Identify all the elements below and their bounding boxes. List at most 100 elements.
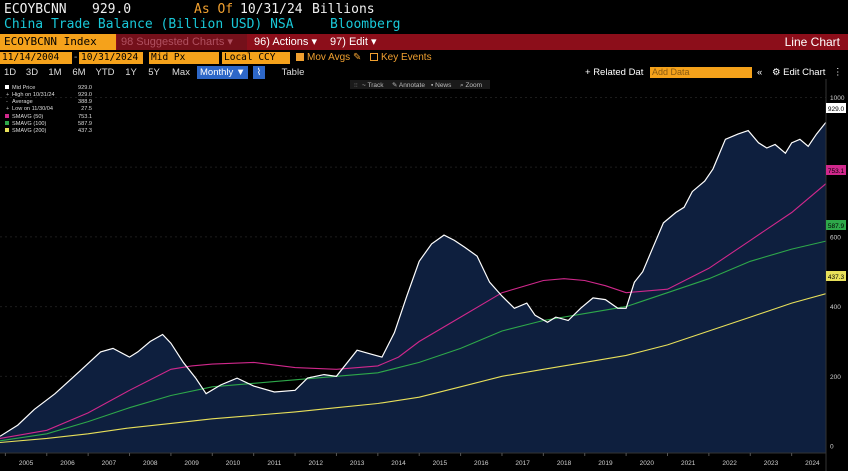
legend-smavg50-label: SMAVG (50) [12, 114, 43, 120]
zoom-icon: ⌕ [460, 82, 465, 89]
range-5y[interactable]: 5Y [148, 67, 160, 78]
x-tick-label: 2022 [722, 460, 737, 467]
x-tick-label: 2020 [640, 460, 655, 467]
plus-icon: + [585, 67, 594, 78]
x-tick-label: 2013 [350, 460, 365, 467]
x-tick-label: 2018 [557, 460, 572, 467]
edit-chart-button[interactable]: ⚙ Edit Chart [772, 66, 825, 79]
mid-price-swatch [5, 85, 9, 89]
price-chart[interactable]: ⁝⁝ ~ Track ✎ Annotate ▪ News ⌕ Zoom 0 200… [0, 79, 848, 471]
legend-low-value: 27.5 [81, 106, 92, 112]
track-tool[interactable]: ~ Track [362, 82, 384, 89]
smavg-200-swatch [5, 128, 9, 132]
end-date-input[interactable]: 10/31/2024 [79, 52, 143, 64]
table-button[interactable]: Table [281, 67, 305, 78]
chart-type-label: Line Chart [784, 35, 840, 49]
mov-avgs-label: Mov Avgs [307, 52, 351, 63]
key-events-toggle[interactable]: Key Events [370, 52, 432, 64]
checkbox-unchecked-icon [370, 53, 378, 61]
x-tick-label: 2005 [19, 460, 34, 467]
smavg-200-tag: 437.3 [828, 274, 845, 281]
add-data-input[interactable]: Add Data [650, 67, 752, 78]
range-1d[interactable]: 1D [4, 67, 17, 78]
last-value: 929.0 [92, 2, 132, 17]
x-tick-label: 2023 [764, 460, 779, 467]
as-of-label: As Of [194, 2, 234, 17]
series-title: China Trade Balance (Billion USD) NSA [4, 17, 294, 32]
legend-mid-price-value: 929.0 [78, 85, 92, 91]
y-tick-label: 200 [830, 374, 841, 381]
frequency-select[interactable]: Monthly ▼ [197, 66, 249, 79]
chevron-down-icon: ▾ [370, 36, 377, 48]
price-line [0, 121, 826, 437]
as-of-date: 10/31/24 [240, 2, 303, 17]
range-1y[interactable]: 1Y [125, 67, 137, 78]
track-label: Track [367, 82, 384, 89]
x-tick-label: 2015 [433, 460, 448, 467]
legend-low-label: Low on 11/30/04 [12, 106, 53, 112]
frequency-label: Monthly [200, 67, 234, 78]
range-6m[interactable]: 6M [72, 67, 86, 78]
legend-smavg100-label: SMAVG (100) [12, 121, 47, 127]
x-tick-label: 2011 [267, 460, 281, 467]
edit-menu[interactable]: 97) Edit ▾ [326, 34, 381, 50]
pencil-icon[interactable]: ✎ [352, 52, 362, 63]
x-tick-label: 2014 [391, 460, 406, 467]
ticker-symbol: ECOYBCNN [4, 2, 67, 17]
high-marker-icon: + [6, 92, 9, 98]
zoom-tool[interactable]: ⌕ Zoom [460, 82, 482, 89]
smavg-50-line [0, 183, 826, 439]
mov-avgs-toggle[interactable]: Mov Avgs ✎ [296, 52, 361, 64]
news-tool[interactable]: ▪ News [431, 82, 452, 89]
collapse-icon[interactable]: « [757, 67, 763, 78]
legend-smavg100-value: 587.9 [78, 121, 92, 127]
range-bar: 1D 3D 1M 6M YTD 1Y 5Y Max Monthly ▼ ⌇ Ta… [0, 66, 848, 79]
x-tick-label: 2006 [60, 460, 75, 467]
security-header: ECOYBCNN 929.0 As Of 10/31/24 Billions C… [0, 0, 848, 34]
range-1m[interactable]: 1M [48, 67, 62, 78]
checkbox-checked-icon [296, 53, 304, 61]
smavg-100-tag: 587.9 [828, 223, 845, 230]
x-tick-label: 2008 [143, 460, 158, 467]
smavg-100-line [0, 240, 826, 442]
annotate-icon: ✎ [392, 82, 399, 89]
more-icon[interactable]: ⋮ [833, 67, 843, 78]
range-3d[interactable]: 3D [25, 67, 39, 78]
x-tick-label: 2007 [102, 460, 117, 467]
smavg-200-line [0, 293, 826, 444]
x-tick-label: 2010 [226, 460, 241, 467]
controls-bar: 11/14/2004 - 10/31/2024 Mid Px Local CCY… [0, 51, 848, 65]
suggested-charts-menu[interactable]: 98 Suggested Charts ▾ [117, 34, 247, 50]
actions-label: 96) Actions [254, 36, 309, 48]
price-area-fill [0, 122, 826, 453]
related-data-button[interactable]: + Related Dat [585, 66, 643, 79]
ticker-input[interactable]: ECOYBCNN Index [0, 34, 116, 50]
x-tick-label: 2021 [681, 460, 696, 467]
line-chart-icon[interactable]: ⌇ [253, 66, 265, 79]
legend-mid-price-label: Mid Price [12, 85, 35, 91]
smavg-50-tag: 753.1 [828, 168, 845, 175]
annotate-tool[interactable]: ✎ Annotate [392, 82, 425, 89]
legend-average-label: Average [12, 99, 33, 105]
actions-menu[interactable]: 96) Actions ▾ [250, 34, 322, 50]
average-marker-icon: - [6, 99, 8, 105]
smavg-50-swatch [5, 114, 9, 118]
range-max[interactable]: Max [172, 67, 190, 78]
news-icon: ▪ [431, 82, 435, 89]
range-ytd[interactable]: YTD [95, 67, 115, 78]
legend-high-value: 929.0 [78, 92, 92, 98]
currency-select[interactable]: Local CCY [222, 52, 290, 64]
smavg-100-swatch [5, 121, 9, 125]
start-date-input[interactable]: 11/14/2004 [0, 52, 72, 64]
value-tags: 929.0 753.1 587.9 437.3 [826, 103, 846, 281]
news-label: News [435, 82, 452, 89]
chart-toolbar: ⁝⁝ ~ Track ✎ Annotate ▪ News ⌕ Zoom [350, 80, 490, 89]
legend-smavg200-label: SMAVG (200) [12, 128, 47, 134]
x-tick-label: 2024 [805, 460, 820, 467]
price-field-select[interactable]: Mid Px [149, 52, 219, 64]
y-tick-label: 1000 [830, 95, 845, 102]
x-tick-label: 2012 [309, 460, 324, 467]
x-tick-label: 2009 [184, 460, 199, 467]
suggested-charts-label: 98 Suggested Charts [121, 36, 225, 48]
related-data-label: Related Dat [593, 67, 644, 78]
